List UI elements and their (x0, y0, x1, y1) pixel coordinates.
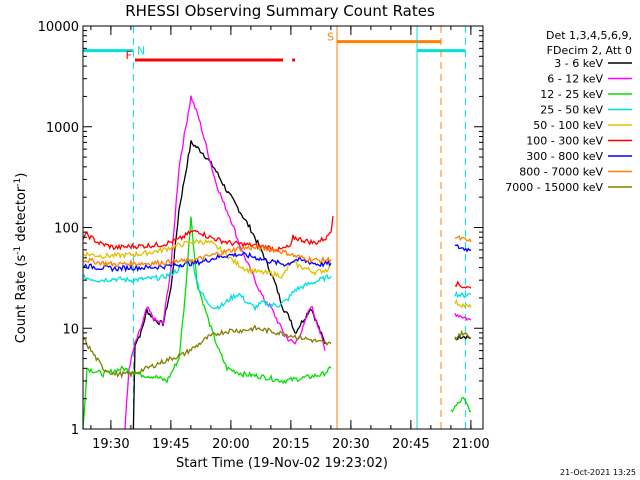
instrument-markers: NF S (83, 31, 465, 62)
legend-entry-label: 6 - 12 keV (547, 73, 603, 86)
footer-timestamp: 21-Oct-2021 13:25 (560, 468, 636, 477)
legend-entry-label: 12 - 25 keV (540, 88, 603, 101)
state-bar-label: S (327, 31, 334, 44)
y-axis-label-part: ) (14, 173, 29, 178)
legend-entry-label: 300 - 800 keV (526, 150, 603, 163)
y-axis-label-sup: -1 (13, 178, 23, 187)
series-line-2 (450, 396, 472, 413)
legend-entry-label: 3 - 6 keV (554, 57, 603, 70)
legend-entry-label: 7000 - 15000 keV (505, 181, 603, 194)
x-tick-label: 20:00 (212, 437, 249, 452)
series-line-4 (82, 238, 332, 279)
series-line-2 (82, 216, 332, 430)
legend-header: Det 1,3,4,5,6,9, FDecim 2, Att 0 (546, 29, 632, 57)
svg-text:Count Rate (s-1 detector-1): Count Rate (s-1 detector-1) (13, 173, 29, 344)
y-axis: 1 10 100 1000 10000 (38, 20, 483, 438)
y-tick-label: 10000 (38, 20, 79, 35)
x-tick-label: 20:45 (392, 437, 429, 452)
chart-title: RHESSI Observing Summary Count Rates (125, 2, 435, 20)
series-line-5 (454, 280, 472, 289)
series-line-8 (82, 324, 332, 380)
x-tick-label: 21:00 (452, 437, 489, 452)
series-line-3 (82, 257, 332, 312)
attenuator-lines (82, 26, 466, 429)
legend-entry-label: 25 - 50 keV (540, 104, 603, 117)
series-line-7 (82, 244, 332, 268)
x-tick-label: 20:15 (272, 437, 309, 452)
series-line-6 (82, 251, 332, 273)
legend-header-line: FDecim 2, Att 0 (547, 44, 632, 57)
legend-entry-label: 800 - 7000 keV (519, 166, 603, 179)
x-tick-label: 19:45 (152, 437, 189, 452)
state-bar-label: N (137, 45, 145, 58)
series-line-1 (124, 95, 326, 429)
x-tick-label: 20:30 (332, 437, 369, 452)
y-axis-label-part: detector (14, 186, 29, 246)
y-axis-label-part: Count Rate (s (14, 255, 29, 344)
x-axis-label: Start Time (19-Nov-02 19:23:02) (176, 456, 388, 471)
x-axis: 19:30 19:45 20:00 20:15 20:30 20:45 21:00 (90, 26, 490, 452)
y-tick-label: 100 (54, 222, 79, 237)
x-tick-label: 19:30 (92, 437, 129, 452)
y-axis-label: Count Rate (s-1 detector-1) (13, 173, 29, 344)
y-tick-label: 1 (71, 423, 79, 438)
series-line-8 (454, 329, 472, 341)
series-line-1 (454, 313, 472, 322)
series-line-6 (454, 244, 472, 253)
series-line-0 (454, 332, 472, 341)
series-line-0 (132, 140, 326, 430)
y-tick-label: 10 (62, 322, 79, 337)
series-lines (82, 95, 472, 430)
plot-frame (82, 25, 484, 430)
legend: 3 - 6 keV 6 - 12 keV 12 - 25 keV 25 - 50 ke… (505, 57, 632, 194)
state-bar-label: F (126, 49, 132, 62)
y-tick-label: 1000 (46, 121, 79, 136)
series-line-4 (454, 298, 472, 309)
plot-area: NF S 1 10 100 1000 10000 19:30 19:45 20:00 20:15… (38, 20, 490, 452)
legend-entry-label: 50 - 100 keV (533, 119, 603, 132)
series-line-7 (454, 235, 472, 243)
legend-header-line: Det 1,3,4,5,6,9, (546, 29, 632, 42)
series-line-5 (82, 215, 334, 253)
legend-entry-label: 100 - 300 keV (526, 135, 603, 148)
y-axis-label-sup: -1 (13, 246, 23, 255)
series-line-3 (454, 290, 472, 299)
